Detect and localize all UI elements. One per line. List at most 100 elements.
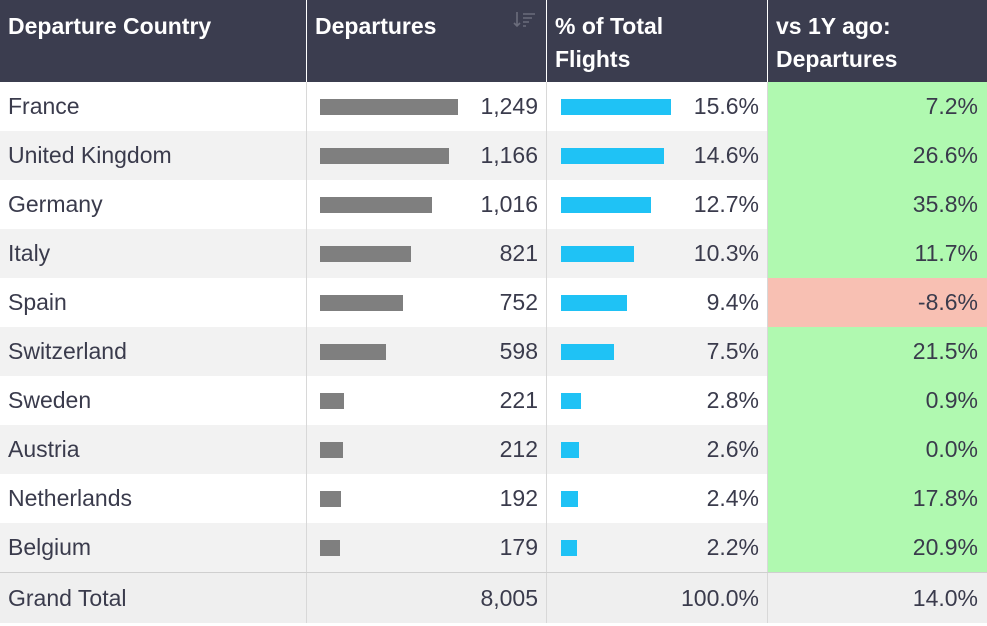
departures-value: 221 — [499, 387, 538, 413]
table-row[interactable]: Switzerland 598 7.5% 21.5% — [0, 327, 987, 376]
change-value: 21.5% — [768, 327, 987, 376]
total-departures: 8,005 — [307, 573, 547, 623]
header-label-line1: % of Total — [555, 13, 664, 39]
table-row[interactable]: Spain 752 9.4% -8.6% — [0, 278, 987, 327]
pct-value: 12.7% — [693, 191, 759, 217]
total-pct: 100.0% — [547, 573, 768, 623]
pct-cell: 2.8% — [547, 376, 768, 425]
table-row[interactable]: Austria 212 2.6% 0.0% — [0, 425, 987, 474]
change-value: 35.8% — [768, 180, 987, 229]
country-name: Belgium — [0, 523, 307, 572]
header-departures[interactable]: Departures — [307, 0, 547, 82]
departures-bar — [320, 343, 386, 360]
departures-value: 598 — [499, 338, 538, 364]
pct-bar — [561, 147, 664, 164]
pct-value: 9.4% — [706, 289, 759, 315]
departures-bar — [320, 147, 449, 164]
table-row[interactable]: France 1,249 15.6% 7.2% — [0, 82, 987, 131]
pct-bar — [561, 245, 634, 262]
pct-value: 2.6% — [706, 436, 759, 462]
country-name: United Kingdom — [0, 131, 307, 180]
country-name: Germany — [0, 180, 307, 229]
change-value: 7.2% — [768, 82, 987, 131]
departures-bar — [320, 196, 432, 213]
total-label: Grand Total — [0, 573, 307, 623]
sort-descending-icon[interactable] — [512, 10, 536, 30]
pct-value: 7.5% — [706, 338, 759, 364]
departures-bar — [320, 441, 343, 458]
table-row[interactable]: Sweden 221 2.8% 0.9% — [0, 376, 987, 425]
pct-cell: 2.6% — [547, 425, 768, 474]
country-name: Netherlands — [0, 474, 307, 523]
country-name: France — [0, 82, 307, 131]
country-name: Sweden — [0, 376, 307, 425]
header-label-line2: Flights — [555, 46, 631, 72]
pct-cell: 2.2% — [547, 523, 768, 572]
departures-cell: 1,249 — [307, 82, 547, 131]
pct-cell: 2.4% — [547, 474, 768, 523]
departures-bar — [320, 539, 340, 556]
country-name: Austria — [0, 425, 307, 474]
header-vs-1y-ago[interactable]: vs 1Y ago: Departures — [768, 0, 987, 82]
departures-bar — [320, 392, 344, 409]
departures-cell: 598 — [307, 327, 547, 376]
table-row[interactable]: Netherlands 192 2.4% 17.8% — [0, 474, 987, 523]
header-label: Departures — [315, 13, 437, 39]
departures-value: 752 — [499, 289, 538, 315]
pct-bar — [561, 490, 578, 507]
departures-value: 212 — [499, 436, 538, 462]
pct-cell: 15.6% — [547, 82, 768, 131]
departures-cell: 1,016 — [307, 180, 547, 229]
pct-value: 10.3% — [693, 240, 759, 266]
change-value: 0.0% — [768, 425, 987, 474]
departures-cell: 752 — [307, 278, 547, 327]
country-name: Spain — [0, 278, 307, 327]
change-value: 20.9% — [768, 523, 987, 572]
change-value: 11.7% — [768, 229, 987, 278]
departures-bar — [320, 98, 458, 115]
departures-value: 1,166 — [480, 142, 538, 168]
departures-cell: 192 — [307, 474, 547, 523]
total-change: 14.0% — [912, 585, 978, 611]
table-row[interactable]: Italy 821 10.3% 11.7% — [0, 229, 987, 278]
pct-value: 2.4% — [706, 485, 759, 511]
pct-cell: 12.7% — [547, 180, 768, 229]
change-value: 0.9% — [768, 376, 987, 425]
grand-total-row: Grand Total 8,005 100.0% 14.0% — [0, 572, 987, 623]
pct-bar — [561, 196, 651, 213]
departures-value: 192 — [499, 485, 538, 511]
table-header: Departure Country Departures % of Total … — [0, 0, 987, 82]
table-row[interactable]: United Kingdom 1,166 14.6% 26.6% — [0, 131, 987, 180]
table-row[interactable]: Belgium 179 2.2% 20.9% — [0, 523, 987, 572]
departures-cell: 212 — [307, 425, 547, 474]
total-pct-value: 100.0% — [680, 585, 759, 611]
pct-bar — [561, 343, 614, 360]
pct-bar — [561, 98, 671, 115]
header-label-line2: Departures — [776, 46, 898, 72]
country-name: Switzerland — [0, 327, 307, 376]
pct-value: 15.6% — [693, 93, 759, 119]
departures-bar — [320, 294, 403, 311]
header-label-line1: vs 1Y ago: — [776, 13, 891, 39]
table-row[interactable]: Germany 1,016 12.7% 35.8% — [0, 180, 987, 229]
pct-value: 14.6% — [693, 142, 759, 168]
departures-bar — [320, 245, 411, 262]
pct-bar — [561, 539, 577, 556]
pct-cell: 7.5% — [547, 327, 768, 376]
pct-value: 2.2% — [706, 534, 759, 560]
departures-cell: 1,166 — [307, 131, 547, 180]
country-name: Italy — [0, 229, 307, 278]
header-pct-total-flights[interactable]: % of Total Flights — [547, 0, 768, 82]
header-departure-country[interactable]: Departure Country — [0, 0, 307, 82]
pct-value: 2.8% — [706, 387, 759, 413]
pct-bar — [561, 392, 581, 409]
departures-value: 1,016 — [480, 191, 538, 217]
change-value: 17.8% — [768, 474, 987, 523]
departures-cell: 221 — [307, 376, 547, 425]
departures-value: 179 — [499, 534, 538, 560]
total-departures-value: 8,005 — [480, 585, 538, 611]
departures-cell: 821 — [307, 229, 547, 278]
pct-cell: 10.3% — [547, 229, 768, 278]
departures-value: 821 — [499, 240, 538, 266]
